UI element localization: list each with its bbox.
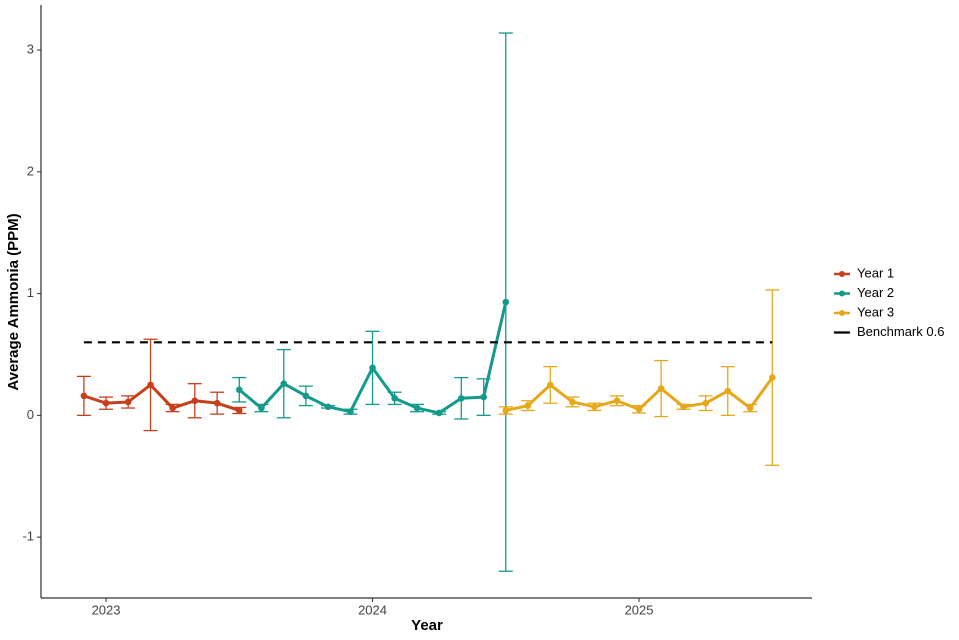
point [102, 399, 110, 407]
point [280, 380, 288, 387]
point [524, 402, 532, 409]
point [235, 407, 243, 414]
point [680, 403, 687, 411]
point [235, 386, 243, 394]
legend-label: Year 1 [857, 265, 894, 280]
point [724, 387, 732, 395]
point [702, 399, 709, 407]
series-line [83, 383, 240, 412]
point [369, 364, 376, 372]
point [147, 381, 154, 389]
point [80, 392, 88, 400]
legend-marker [839, 310, 845, 316]
y-tick-label: 0 [27, 407, 34, 422]
y-tick-label: 3 [27, 41, 34, 56]
x-tick-label: 2025 [625, 602, 654, 617]
point [457, 395, 465, 402]
legend-label: Year 2 [857, 285, 894, 300]
point [657, 385, 665, 392]
point [302, 392, 310, 400]
point [191, 397, 199, 405]
legend-label: Benchmark 0.6 [857, 324, 944, 339]
x-tick-label: 2024 [358, 602, 387, 617]
y-axis-title: Average Ammonia (PPM) [5, 213, 22, 390]
point [768, 374, 776, 381]
point [746, 404, 754, 412]
point [124, 398, 132, 406]
point [435, 409, 443, 417]
x-axis-title: Year [411, 617, 443, 634]
legend-marker [839, 271, 845, 277]
point [569, 398, 576, 406]
x-tick-label: 2023 [92, 602, 121, 617]
point [213, 399, 221, 407]
point [413, 404, 421, 412]
y-tick-label: 1 [27, 285, 34, 300]
legend-label: Year 3 [857, 304, 894, 319]
point [391, 395, 398, 402]
y-tick-label: 2 [27, 163, 34, 178]
point [613, 397, 621, 405]
point [347, 408, 354, 415]
point [480, 393, 487, 401]
legend-marker [839, 290, 845, 297]
point [502, 298, 510, 306]
point [546, 381, 554, 389]
point [258, 404, 265, 412]
point [324, 403, 332, 411]
y-tick-label: -1 [22, 529, 34, 544]
point [502, 407, 510, 414]
point [169, 404, 176, 412]
point [591, 403, 598, 411]
point [635, 405, 643, 413]
